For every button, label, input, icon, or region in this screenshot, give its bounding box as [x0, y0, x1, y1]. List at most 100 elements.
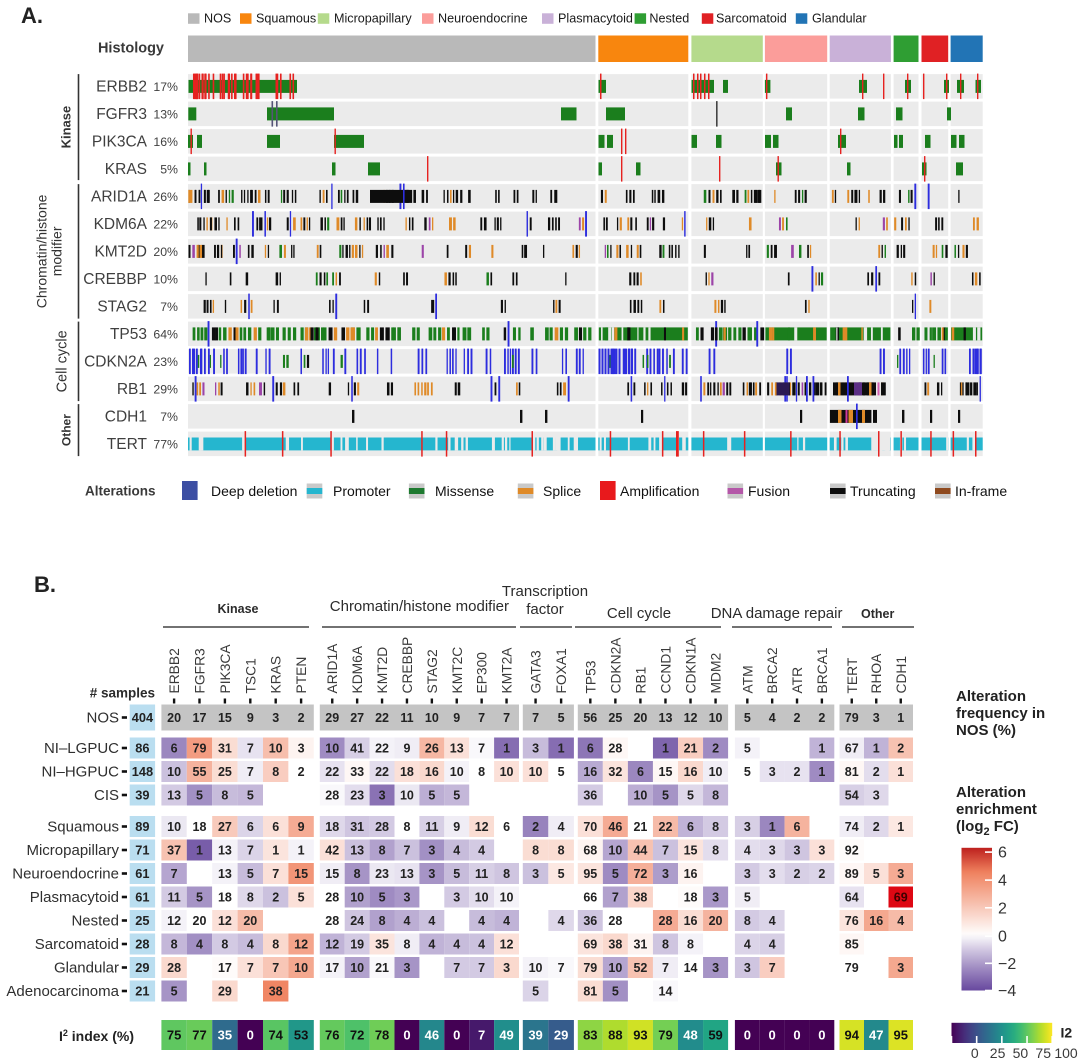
svg-text:KMT2A: KMT2A: [500, 647, 515, 694]
svg-text:10: 10: [350, 891, 364, 905]
svg-text:39: 39: [528, 1028, 542, 1043]
svg-text:17: 17: [193, 711, 207, 725]
svg-text:28: 28: [325, 914, 339, 928]
svg-text:In-frame: In-frame: [955, 483, 1007, 499]
svg-text:# samples: # samples: [90, 686, 155, 701]
svg-text:10: 10: [167, 820, 181, 834]
svg-text:3: 3: [298, 742, 305, 756]
svg-text:35: 35: [218, 1028, 232, 1043]
svg-text:Alteration: Alteration: [956, 688, 1026, 705]
svg-text:I2: I2: [1061, 1025, 1073, 1041]
svg-text:3: 3: [769, 765, 776, 779]
svg-text:CREBBP: CREBBP: [400, 637, 415, 694]
svg-text:88: 88: [608, 1028, 622, 1043]
svg-text:20: 20: [709, 914, 723, 928]
svg-text:Glandular: Glandular: [812, 11, 867, 25]
svg-text:48: 48: [683, 1028, 697, 1043]
svg-text:7: 7: [247, 844, 254, 858]
svg-text:17: 17: [325, 961, 339, 975]
svg-text:8: 8: [478, 765, 485, 779]
svg-text:Squamous: Squamous: [47, 819, 119, 836]
svg-text:95: 95: [583, 867, 597, 881]
svg-text:7: 7: [247, 961, 254, 975]
svg-text:2: 2: [532, 820, 539, 834]
svg-text:46: 46: [608, 820, 622, 834]
svg-text:23: 23: [350, 789, 364, 803]
svg-text:3: 3: [769, 867, 776, 881]
svg-text:54: 54: [845, 789, 859, 803]
svg-text:11: 11: [400, 711, 413, 725]
svg-text:8: 8: [712, 789, 719, 803]
svg-text:36: 36: [583, 914, 597, 928]
svg-text:0: 0: [793, 1028, 800, 1043]
svg-text:78: 78: [375, 1028, 389, 1043]
svg-text:52: 52: [633, 961, 647, 975]
svg-text:8: 8: [403, 820, 410, 834]
svg-text:CDH1: CDH1: [105, 409, 147, 426]
svg-text:22: 22: [375, 765, 389, 779]
svg-text:1: 1: [272, 844, 279, 858]
svg-text:Truncating: Truncating: [850, 483, 916, 499]
svg-text:2: 2: [818, 711, 825, 725]
svg-text:12: 12: [684, 711, 698, 725]
svg-text:2: 2: [272, 891, 279, 905]
svg-text:Deep deletion: Deep deletion: [211, 483, 297, 499]
svg-text:9: 9: [453, 820, 460, 834]
svg-text:76: 76: [325, 1028, 339, 1043]
svg-text:2: 2: [794, 867, 801, 881]
svg-text:CREBBP: CREBBP: [83, 271, 147, 288]
svg-text:0: 0: [818, 1028, 825, 1043]
svg-text:20%: 20%: [153, 245, 178, 259]
svg-text:28: 28: [167, 961, 181, 975]
svg-text:10: 10: [294, 961, 308, 975]
svg-text:KMT2D: KMT2D: [375, 647, 390, 694]
svg-text:37: 37: [167, 844, 181, 858]
svg-text:29%: 29%: [153, 383, 178, 397]
svg-text:3: 3: [532, 742, 539, 756]
svg-text:100: 100: [1054, 1045, 1078, 1060]
svg-text:75: 75: [167, 1028, 181, 1043]
svg-text:Adenocarcinoma: Adenocarcinoma: [6, 983, 119, 1000]
svg-text:8: 8: [712, 820, 719, 834]
svg-text:5: 5: [612, 867, 619, 881]
svg-text:2: 2: [298, 711, 305, 725]
svg-text:8: 8: [221, 789, 228, 803]
svg-text:31: 31: [350, 820, 364, 834]
svg-text:77%: 77%: [153, 438, 178, 452]
svg-text:10: 10: [608, 844, 622, 858]
svg-text:29: 29: [218, 985, 232, 999]
svg-text:NI–LGPUC: NI–LGPUC: [44, 740, 119, 757]
svg-text:Amplification: Amplification: [620, 483, 699, 499]
svg-text:Squamous: Squamous: [256, 11, 316, 25]
svg-text:GATA3: GATA3: [529, 650, 544, 694]
svg-text:3: 3: [532, 867, 539, 881]
svg-text:CDKN1A: CDKN1A: [684, 637, 699, 694]
svg-text:KRAS: KRAS: [269, 656, 284, 694]
svg-text:3: 3: [744, 820, 751, 834]
svg-text:10: 10: [500, 765, 514, 779]
svg-text:69: 69: [583, 938, 597, 952]
svg-text:14: 14: [659, 985, 673, 999]
svg-text:15: 15: [325, 867, 339, 881]
svg-text:Splice: Splice: [543, 483, 581, 499]
svg-text:6: 6: [687, 820, 694, 834]
svg-text:83: 83: [583, 1028, 597, 1043]
svg-text:38: 38: [608, 938, 622, 952]
svg-text:6: 6: [171, 742, 178, 756]
svg-text:CDH1: CDH1: [894, 656, 909, 694]
svg-text:4: 4: [998, 873, 1007, 890]
svg-text:3: 3: [428, 844, 435, 858]
svg-text:20: 20: [633, 711, 647, 725]
svg-text:36: 36: [583, 789, 597, 803]
svg-text:7: 7: [662, 961, 669, 975]
svg-text:23: 23: [375, 867, 389, 881]
svg-text:CDKN2A: CDKN2A: [608, 637, 623, 694]
svg-text:ARID1A: ARID1A: [325, 643, 340, 694]
svg-text:5: 5: [873, 867, 880, 881]
svg-text:6: 6: [998, 845, 1007, 862]
svg-text:12: 12: [167, 914, 181, 928]
svg-text:Neuroendocrine: Neuroendocrine: [438, 11, 528, 25]
svg-text:RB1: RB1: [117, 381, 147, 398]
svg-text:Other: Other: [60, 414, 74, 446]
svg-text:42: 42: [325, 844, 339, 858]
